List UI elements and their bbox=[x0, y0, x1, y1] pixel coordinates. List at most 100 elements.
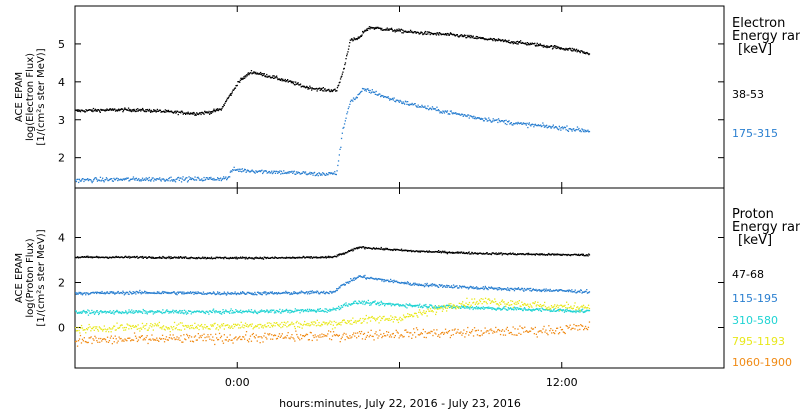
data-point bbox=[131, 178, 133, 180]
data-point bbox=[376, 334, 378, 336]
data-point bbox=[75, 293, 77, 295]
data-point bbox=[277, 257, 279, 259]
data-point bbox=[340, 285, 342, 287]
data-point bbox=[337, 335, 339, 337]
data-point bbox=[173, 321, 176, 324]
data-point bbox=[299, 173, 301, 175]
data-point bbox=[453, 329, 455, 331]
data-point bbox=[501, 308, 503, 311]
data-point bbox=[87, 341, 89, 344]
data-point bbox=[109, 337, 112, 339]
data-point bbox=[271, 172, 274, 175]
data-point bbox=[247, 169, 249, 171]
data-point bbox=[169, 111, 171, 113]
data-point bbox=[200, 325, 202, 327]
data-point bbox=[280, 257, 282, 259]
data-point bbox=[486, 303, 488, 305]
data-point bbox=[195, 179, 198, 181]
data-point bbox=[248, 74, 250, 76]
data-point bbox=[379, 248, 382, 250]
data-point bbox=[272, 77, 275, 79]
data-point bbox=[572, 49, 575, 51]
data-point bbox=[187, 111, 189, 113]
data-point bbox=[114, 292, 117, 294]
data-point bbox=[282, 324, 285, 326]
data-point bbox=[319, 308, 321, 310]
data-point bbox=[585, 307, 587, 309]
data-point bbox=[292, 256, 294, 258]
data-point bbox=[424, 30, 426, 33]
data-point bbox=[134, 256, 136, 259]
data-point bbox=[267, 311, 269, 314]
data-point bbox=[187, 312, 189, 314]
data-point bbox=[244, 311, 246, 313]
data-point bbox=[522, 289, 524, 291]
data-point bbox=[297, 171, 299, 173]
data-point bbox=[219, 327, 221, 329]
data-point bbox=[91, 327, 94, 330]
data-point bbox=[545, 329, 547, 331]
data-point bbox=[233, 257, 235, 259]
data-point bbox=[284, 292, 286, 294]
data-point bbox=[179, 291, 182, 293]
data-point bbox=[583, 291, 585, 293]
data-point bbox=[380, 246, 382, 249]
data-point bbox=[486, 306, 488, 309]
data-point bbox=[537, 43, 540, 46]
data-point bbox=[531, 42, 533, 44]
data-point bbox=[161, 291, 163, 294]
data-point bbox=[157, 325, 160, 327]
data-point bbox=[569, 48, 571, 50]
data-point bbox=[239, 257, 241, 259]
data-point bbox=[421, 250, 424, 253]
data-point bbox=[381, 302, 383, 304]
data-point bbox=[536, 290, 538, 292]
data-point bbox=[87, 327, 89, 329]
data-point bbox=[554, 332, 556, 335]
data-point bbox=[396, 303, 399, 305]
data-point bbox=[313, 291, 315, 293]
data-point bbox=[375, 26, 377, 29]
data-point bbox=[575, 325, 577, 327]
data-point bbox=[83, 311, 86, 313]
data-point bbox=[451, 112, 453, 114]
data-point bbox=[269, 326, 271, 328]
data-point bbox=[564, 310, 566, 312]
data-point bbox=[410, 284, 412, 286]
data-point bbox=[223, 291, 225, 293]
data-point bbox=[439, 336, 441, 338]
data-point bbox=[466, 297, 468, 299]
data-point bbox=[145, 310, 147, 312]
data-point bbox=[560, 289, 562, 291]
data-point bbox=[578, 290, 580, 292]
data-point bbox=[548, 252, 550, 255]
data-point bbox=[430, 330, 432, 332]
data-point bbox=[582, 51, 584, 53]
data-point bbox=[457, 113, 459, 115]
data-point bbox=[296, 293, 298, 295]
data-point bbox=[558, 305, 560, 307]
data-point bbox=[563, 290, 566, 292]
data-point bbox=[486, 288, 488, 290]
data-point bbox=[113, 313, 115, 315]
data-point bbox=[99, 110, 101, 112]
data-point bbox=[156, 310, 159, 312]
data-point bbox=[100, 310, 102, 312]
data-point bbox=[207, 311, 209, 313]
data-point bbox=[178, 291, 180, 293]
data-point bbox=[143, 310, 145, 312]
data-point bbox=[185, 177, 187, 179]
data-point bbox=[192, 291, 194, 293]
data-point bbox=[376, 94, 378, 96]
data-point bbox=[330, 339, 333, 341]
data-point bbox=[168, 177, 171, 179]
data-point bbox=[411, 30, 413, 33]
data-point bbox=[336, 170, 338, 172]
data-point bbox=[246, 311, 248, 313]
data-point bbox=[336, 288, 338, 290]
data-point bbox=[129, 324, 131, 327]
data-point bbox=[120, 291, 122, 294]
electron-y-axis-title: ACE EPAM log(Electron Flux) [1/(cm²s ste… bbox=[14, 48, 47, 145]
data-point bbox=[302, 255, 305, 258]
data-point bbox=[404, 281, 406, 284]
